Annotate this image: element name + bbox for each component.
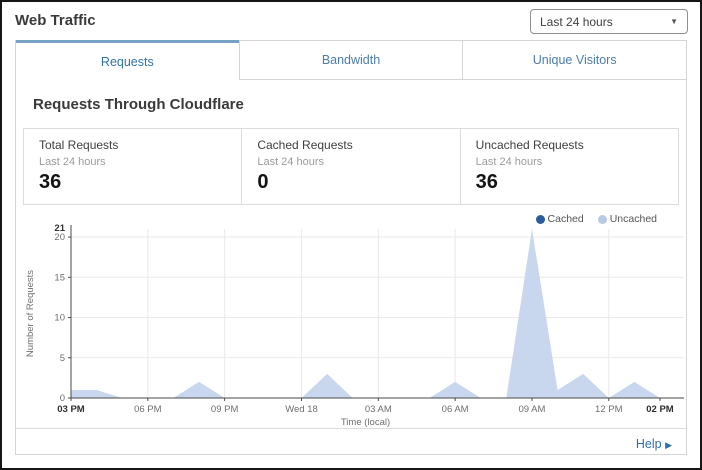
y-tick-label: 5	[60, 353, 65, 364]
time-range-value: Last 24 hours	[540, 14, 613, 29]
tab-bandwidth[interactable]: Bandwidth	[238, 40, 463, 80]
y-tick-label: 20	[54, 232, 65, 243]
stat-title: Uncached Requests	[475, 138, 584, 152]
requests-chart: Cached Uncached 0 5 10 15 20 21 03 PM 06 PM 09 PM…	[21, 213, 684, 428]
page-header: Web Traffic Last 24 hours ▼	[2, 2, 700, 40]
stat-value: 36	[39, 171, 62, 193]
uncached-area	[71, 229, 660, 398]
chart-legend: Cached Uncached	[535, 213, 657, 225]
tab-bar: Requests Bandwidth Unique Visitors	[16, 40, 687, 80]
x-tick-label: 06 AM	[442, 404, 469, 415]
time-range-select[interactable]: Last 24 hours ▼	[530, 9, 688, 34]
y-tick-label: 10	[54, 313, 65, 324]
page-title: Web Traffic	[15, 12, 96, 29]
chevron-down-icon: ▼	[670, 17, 678, 26]
help-link[interactable]: Help ▶	[636, 437, 672, 451]
y-tick-label: 15	[54, 272, 65, 283]
stat-sublabel: Last 24 hours	[475, 156, 543, 168]
requests-panel: Requests Through Cloudflare Total Reques…	[16, 80, 686, 428]
tab-requests[interactable]: Requests	[16, 40, 239, 80]
tab-unique-visitors[interactable]: Unique Visitors	[462, 40, 687, 80]
legend-dot-icon	[535, 214, 545, 224]
legend-label: Cached	[547, 213, 584, 225]
stat-title: Total Requests	[39, 138, 119, 152]
y-axis-title: Number of Requests	[25, 270, 36, 357]
stat-sublabel: Last 24 hours	[39, 156, 106, 168]
stat-total-requests: Total Requests Last 24 hours 36	[24, 129, 241, 204]
x-tick-label: 06 PM	[134, 404, 162, 415]
card-footer: Help ▶	[16, 428, 686, 459]
legend-item-uncached[interactable]: Uncached	[597, 213, 657, 225]
section-title: Requests Through Cloudflare	[33, 96, 244, 113]
x-axis-title: Time (local)	[341, 417, 390, 428]
stat-title: Cached Requests	[257, 138, 353, 152]
stat-cached-requests: Cached Requests Last 24 hours 0	[241, 129, 459, 204]
legend-item-cached[interactable]: Cached	[535, 213, 584, 225]
help-arrow-icon: ▶	[665, 440, 672, 450]
stat-value: 36	[475, 171, 498, 193]
stat-value: 0	[257, 171, 269, 193]
x-tick-label: Wed 18	[285, 404, 318, 415]
help-label: Help	[635, 437, 662, 451]
legend-dot-icon	[597, 214, 607, 224]
y-tick-label: 0	[60, 393, 65, 404]
x-tick-label: 09 AM	[518, 404, 545, 415]
x-tick-label: 03 AM	[365, 404, 392, 415]
x-tick-label: 03 PM	[57, 404, 85, 415]
legend-label: Uncached	[609, 213, 657, 225]
stat-sublabel: Last 24 hours	[257, 156, 324, 168]
stat-uncached-requests: Uncached Requests Last 24 hours 36	[459, 129, 678, 204]
x-tick-label: 09 PM	[211, 404, 239, 415]
web-traffic-card: Requests Bandwidth Unique Visitors Request…	[15, 40, 687, 455]
y-max-label: 21	[54, 223, 65, 234]
x-tick-label: 02 PM	[646, 404, 674, 415]
x-tick-label: 12 PM	[595, 404, 623, 415]
stats-row: Total Requests Last 24 hours 36 Cached Requ…	[23, 128, 679, 205]
